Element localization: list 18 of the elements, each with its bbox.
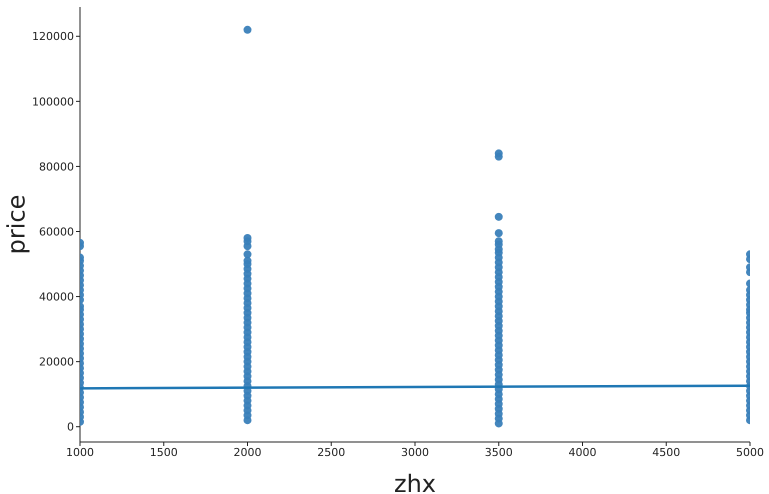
y-tick-label: 20000: [39, 356, 74, 369]
y-axis-title: price: [2, 194, 31, 254]
x-tick-label: 4000: [568, 446, 596, 459]
x-axis-title: zhx: [394, 470, 436, 494]
x-tick-label: 2000: [234, 446, 262, 459]
x-tick-label: 2500: [317, 446, 346, 459]
x-tick-label: 4500: [652, 446, 680, 459]
x-tick-label: 1000: [66, 446, 94, 459]
y-tick-label: 0: [67, 420, 74, 434]
x-tick-label: 3000: [401, 446, 429, 459]
y-tick-label: 100000: [32, 95, 74, 108]
y-tick-label: 60000: [39, 225, 74, 238]
y-tick-label: 120000: [32, 30, 74, 44]
y-tick-label: 80000: [39, 160, 74, 174]
x-tick-label: 5000: [736, 446, 764, 459]
x-tick-label: 3500: [484, 446, 513, 459]
x-tick-label: 1500: [150, 446, 178, 459]
y-tick-label: 40000: [39, 290, 74, 304]
